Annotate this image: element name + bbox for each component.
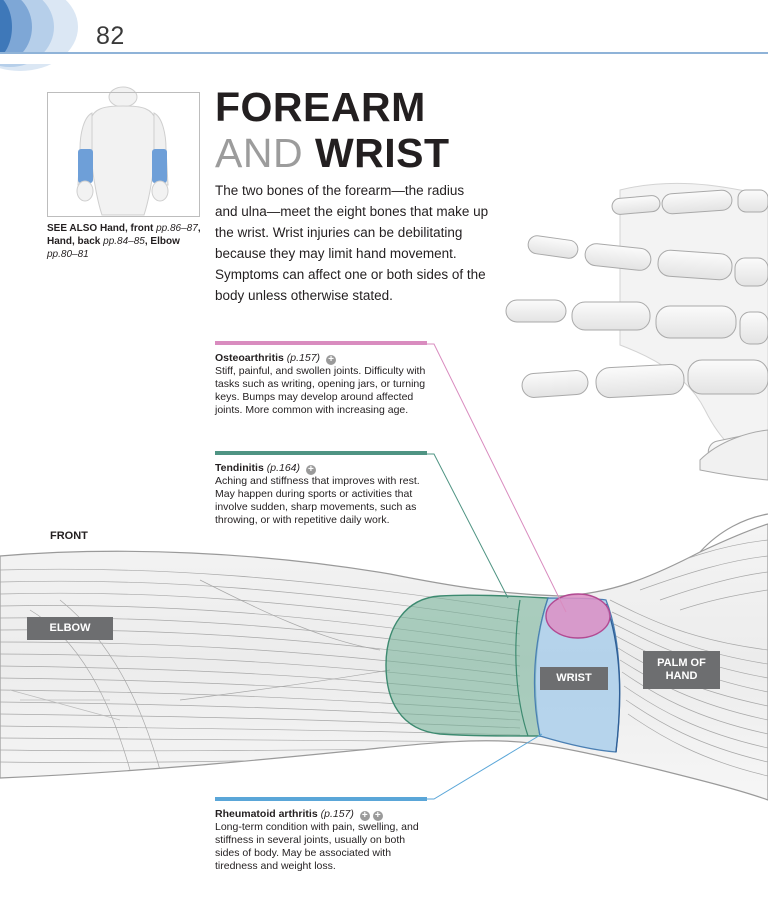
- plus-icon: +: [325, 355, 336, 365]
- condition-tendinitis: Tendinitis (p.164) + Aching and stiffnes…: [215, 451, 430, 527]
- body-locator-thumbnail: [47, 92, 200, 217]
- see-also-label: SEE ALSO: [47, 223, 98, 234]
- condition-name[interactable]: Rheumatoid arthritis: [215, 808, 318, 820]
- see-also-item-name[interactable]: Hand, front: [99, 223, 154, 234]
- callout-rule: [215, 341, 427, 345]
- condition-description: Stiff, painful, and swollen joints. Diff…: [215, 365, 426, 416]
- condition-rheumatoid-arthritis: Rheumatoid arthritis (p.157) + + Long-ter…: [215, 797, 430, 873]
- page-title: FOREARM: [215, 84, 426, 130]
- region-label-wrist: WRIST: [540, 667, 608, 690]
- see-also: SEE ALSO Hand, front pp.86–87, Hand, bac…: [47, 223, 201, 260]
- condition-page-ref[interactable]: (p.157): [320, 808, 354, 820]
- hand-skeleton: [505, 182, 768, 481]
- see-also-item-name[interactable]: Hand, back: [47, 236, 101, 247]
- condition-name[interactable]: Osteoarthritis: [215, 352, 284, 364]
- intro-paragraph: The two bones of the forearm—the radius …: [215, 183, 489, 303]
- body-figure-thumbnail: [76, 86, 169, 216]
- title-wrist: WRIST: [314, 130, 450, 176]
- plus-icon: +: [359, 811, 370, 821]
- see-also-item-pages[interactable]: pp.86–87: [156, 223, 198, 234]
- callout-rule: [215, 451, 427, 455]
- tendinitis-region: [385, 594, 549, 737]
- view-label-front: FRONT: [50, 530, 88, 542]
- wrist-boundary-line-blue: [605, 603, 621, 753]
- palm-label-text: PALM OF HAND: [657, 657, 706, 682]
- wrist-boundary-line: [515, 599, 529, 737]
- callout-rule: [215, 797, 427, 801]
- condition-description: Aching and stiffness that improves with …: [215, 475, 420, 526]
- see-also-item-pages[interactable]: pp.80–81: [47, 249, 89, 260]
- condition-description: Long-term condition with pain, swelling,…: [215, 821, 419, 872]
- plus-icon: +: [305, 465, 316, 475]
- region-label-palm: PALM OF HAND: [643, 651, 720, 689]
- plus-icon: +: [372, 811, 383, 821]
- condition-page-ref[interactable]: (p.157): [286, 352, 321, 364]
- condition-page-ref[interactable]: (p.164): [266, 462, 301, 474]
- condition-osteoarthritis: Osteoarthritis (p.157) + Stiff, painful,…: [215, 341, 430, 417]
- leader-lines: [427, 343, 567, 800]
- page-title-line2: AND WRIST: [215, 130, 450, 177]
- title-and: AND: [215, 130, 304, 176]
- see-also-item-pages[interactable]: pp.84–85: [103, 236, 145, 247]
- region-label-elbow: ELBOW: [27, 617, 113, 640]
- header-rule: [0, 52, 768, 54]
- condition-name[interactable]: Tendinitis: [215, 462, 264, 474]
- see-also-item-name[interactable]: Elbow: [150, 236, 180, 247]
- osteoarthritis-region: [545, 593, 611, 639]
- page-number: 82: [96, 22, 125, 50]
